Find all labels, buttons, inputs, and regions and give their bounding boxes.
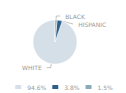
svg-text:94.6%: 94.6%: [27, 84, 46, 91]
svg-text:HISPANIC: HISPANIC: [78, 21, 106, 28]
svg-text:WHITE: WHITE: [22, 64, 42, 71]
svg-text:1.5%: 1.5%: [98, 84, 114, 91]
svg-text:BLACK: BLACK: [65, 13, 86, 20]
svg-text:3.8%: 3.8%: [64, 84, 80, 91]
